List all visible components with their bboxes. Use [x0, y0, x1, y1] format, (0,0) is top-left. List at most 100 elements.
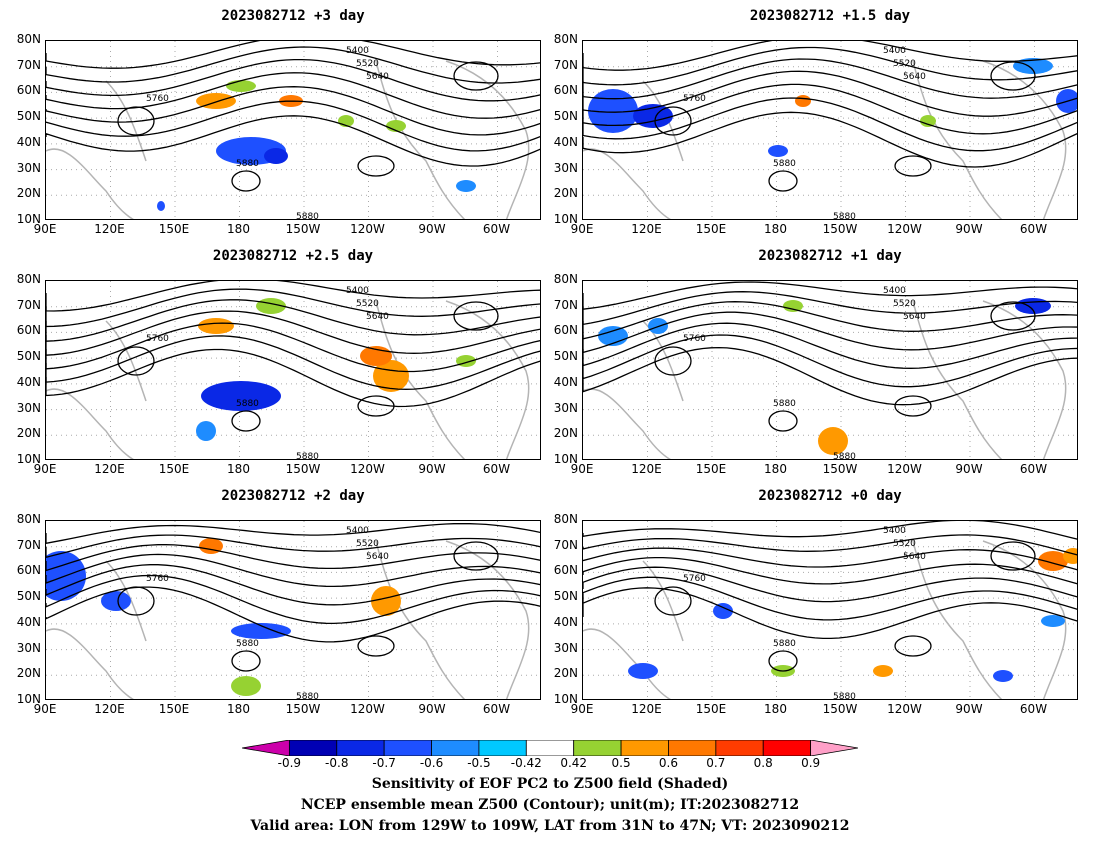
colorbar [242, 740, 858, 756]
contour-label: 5760 [683, 334, 706, 344]
colorbar-label: 0.42 [560, 756, 588, 770]
contour-label: 5520 [893, 539, 916, 549]
lat-tick-label: 70N [553, 297, 578, 312]
sensitivity-shading [628, 663, 658, 679]
lat-tick-label: 60N [553, 323, 578, 338]
z500-closed-contour [453, 61, 499, 91]
lon-tick-label: 120E [94, 222, 125, 236]
map-canvas: 5400 5520 5640 5760 5880 5880 [46, 41, 540, 219]
lon-tick-label: 60W [482, 462, 511, 476]
z500-closed-contour [654, 586, 692, 616]
lat-tick-label: 20N [553, 426, 578, 441]
z500-contour [583, 311, 1077, 354]
lat-tick-label: 80N [16, 32, 41, 46]
z500-contour [46, 115, 540, 167]
colorbar-cell [762, 740, 812, 756]
z500-contour [46, 586, 540, 643]
lon-tick-label: 180 [764, 462, 787, 476]
z500-closed-contour [117, 586, 155, 616]
contour-label: 5880 [236, 399, 259, 409]
z500-contour [46, 564, 540, 606]
sensitivity-shading [101, 591, 131, 611]
colorbar-cell [288, 740, 338, 756]
map-canvas: 5400 5520 5640 5760 5880 5880 [46, 521, 540, 699]
panel-title: 2023082712 +1.5 day [749, 8, 911, 24]
contour-label: 5760 [683, 94, 706, 104]
lon-tick-label: 150W [285, 222, 321, 236]
map-area: 5400 5520 5640 5760 5880 5880 [45, 520, 541, 700]
coastline [46, 300, 530, 459]
z500-contour [46, 553, 540, 588]
lon-tick-label: 120E [631, 462, 662, 476]
lon-tick-label: 120E [94, 462, 125, 476]
z500-contour [583, 111, 1077, 168]
sensitivity-shading [231, 623, 291, 639]
colorbar-cell [668, 740, 717, 756]
lat-tick-label: 20N [553, 186, 578, 201]
contour-label: 5880 [833, 692, 856, 700]
lon-tick-label: 180 [764, 702, 787, 716]
lat-tick-label: 10N [16, 452, 41, 466]
sensitivity-shading [1013, 58, 1053, 74]
lon-tick-label: 90E [33, 702, 57, 716]
contour-label: 5880 [833, 452, 856, 460]
z500-contour [46, 100, 540, 152]
lon-tick-label: 150E [695, 222, 727, 236]
lat-tick-label: 40N [553, 614, 578, 629]
lat-tick-label: 60N [16, 563, 41, 578]
lat-tick-label: 40N [16, 614, 41, 629]
map-canvas: 5400 5520 5640 5760 5880 5880 [583, 41, 1077, 219]
z500-contour [583, 346, 1077, 406]
sensitivity-shading [264, 148, 288, 164]
lat-tick-label: 10N [553, 452, 578, 466]
colorbar-label: 0.7 [706, 756, 726, 770]
panel-title: 2023082712 +1 day [758, 248, 902, 264]
lat-tick-label: 50N [16, 109, 41, 124]
lon-tick-label: 90W [418, 462, 446, 476]
sensitivity-shading [373, 360, 409, 392]
z500-closed-contour [231, 410, 261, 432]
lon-tick-label: 180 [227, 462, 250, 476]
z500-contour [46, 58, 540, 102]
z500-closed-contour [990, 301, 1036, 331]
lat-tick-label: 40N [553, 134, 578, 149]
lon-tick-label: 60W [482, 222, 511, 236]
colorbar-label: 0.6 [658, 756, 678, 770]
z500-contour [583, 534, 1077, 556]
panel-title: 2023082712 +0 day [758, 488, 902, 504]
contour-label: 5520 [356, 299, 379, 309]
lon-tick-label: 180 [227, 702, 250, 716]
sensitivity-shading [201, 381, 281, 411]
contour-label: 5400 [346, 286, 369, 296]
lon-tick-label: 150E [158, 462, 190, 476]
colorbar-cell [525, 740, 575, 756]
colorbar-cell [336, 740, 385, 756]
lat-tick-label: 50N [553, 349, 578, 364]
coastline [46, 60, 530, 219]
lat-tick-label: 70N [16, 57, 41, 72]
lon-tick-label: 90E [33, 222, 57, 236]
z500-contour [46, 574, 540, 625]
z500-contour [46, 46, 540, 84]
contour-label: 5760 [683, 574, 706, 584]
contour-label: 5880 [773, 399, 796, 409]
lat-tick-label: 50N [553, 109, 578, 124]
sensitivity-shading [231, 676, 261, 696]
z500-closed-contour [357, 635, 395, 657]
z500-contour [583, 281, 1077, 310]
caption-line-3: Valid area: LON from 129W to 109W, LAT f… [250, 818, 850, 834]
contour-label: 5640 [366, 72, 389, 82]
colorbar-cell [573, 740, 622, 756]
lon-tick-label: 180 [227, 222, 250, 236]
z500-contour [583, 547, 1077, 571]
lat-tick-label: 10N [16, 212, 41, 226]
colorbar-label: -0.9 [277, 756, 302, 770]
lat-tick-label: 80N [553, 32, 578, 46]
colorbar-cell [620, 740, 669, 756]
lon-tick-label: 90E [33, 462, 57, 476]
contour-label: 5880 [236, 159, 259, 169]
lon-tick-label: 90E [570, 462, 594, 476]
lat-tick-label: 70N [16, 537, 41, 552]
z500-contour [46, 534, 540, 558]
lat-tick-label: 10N [553, 692, 578, 706]
